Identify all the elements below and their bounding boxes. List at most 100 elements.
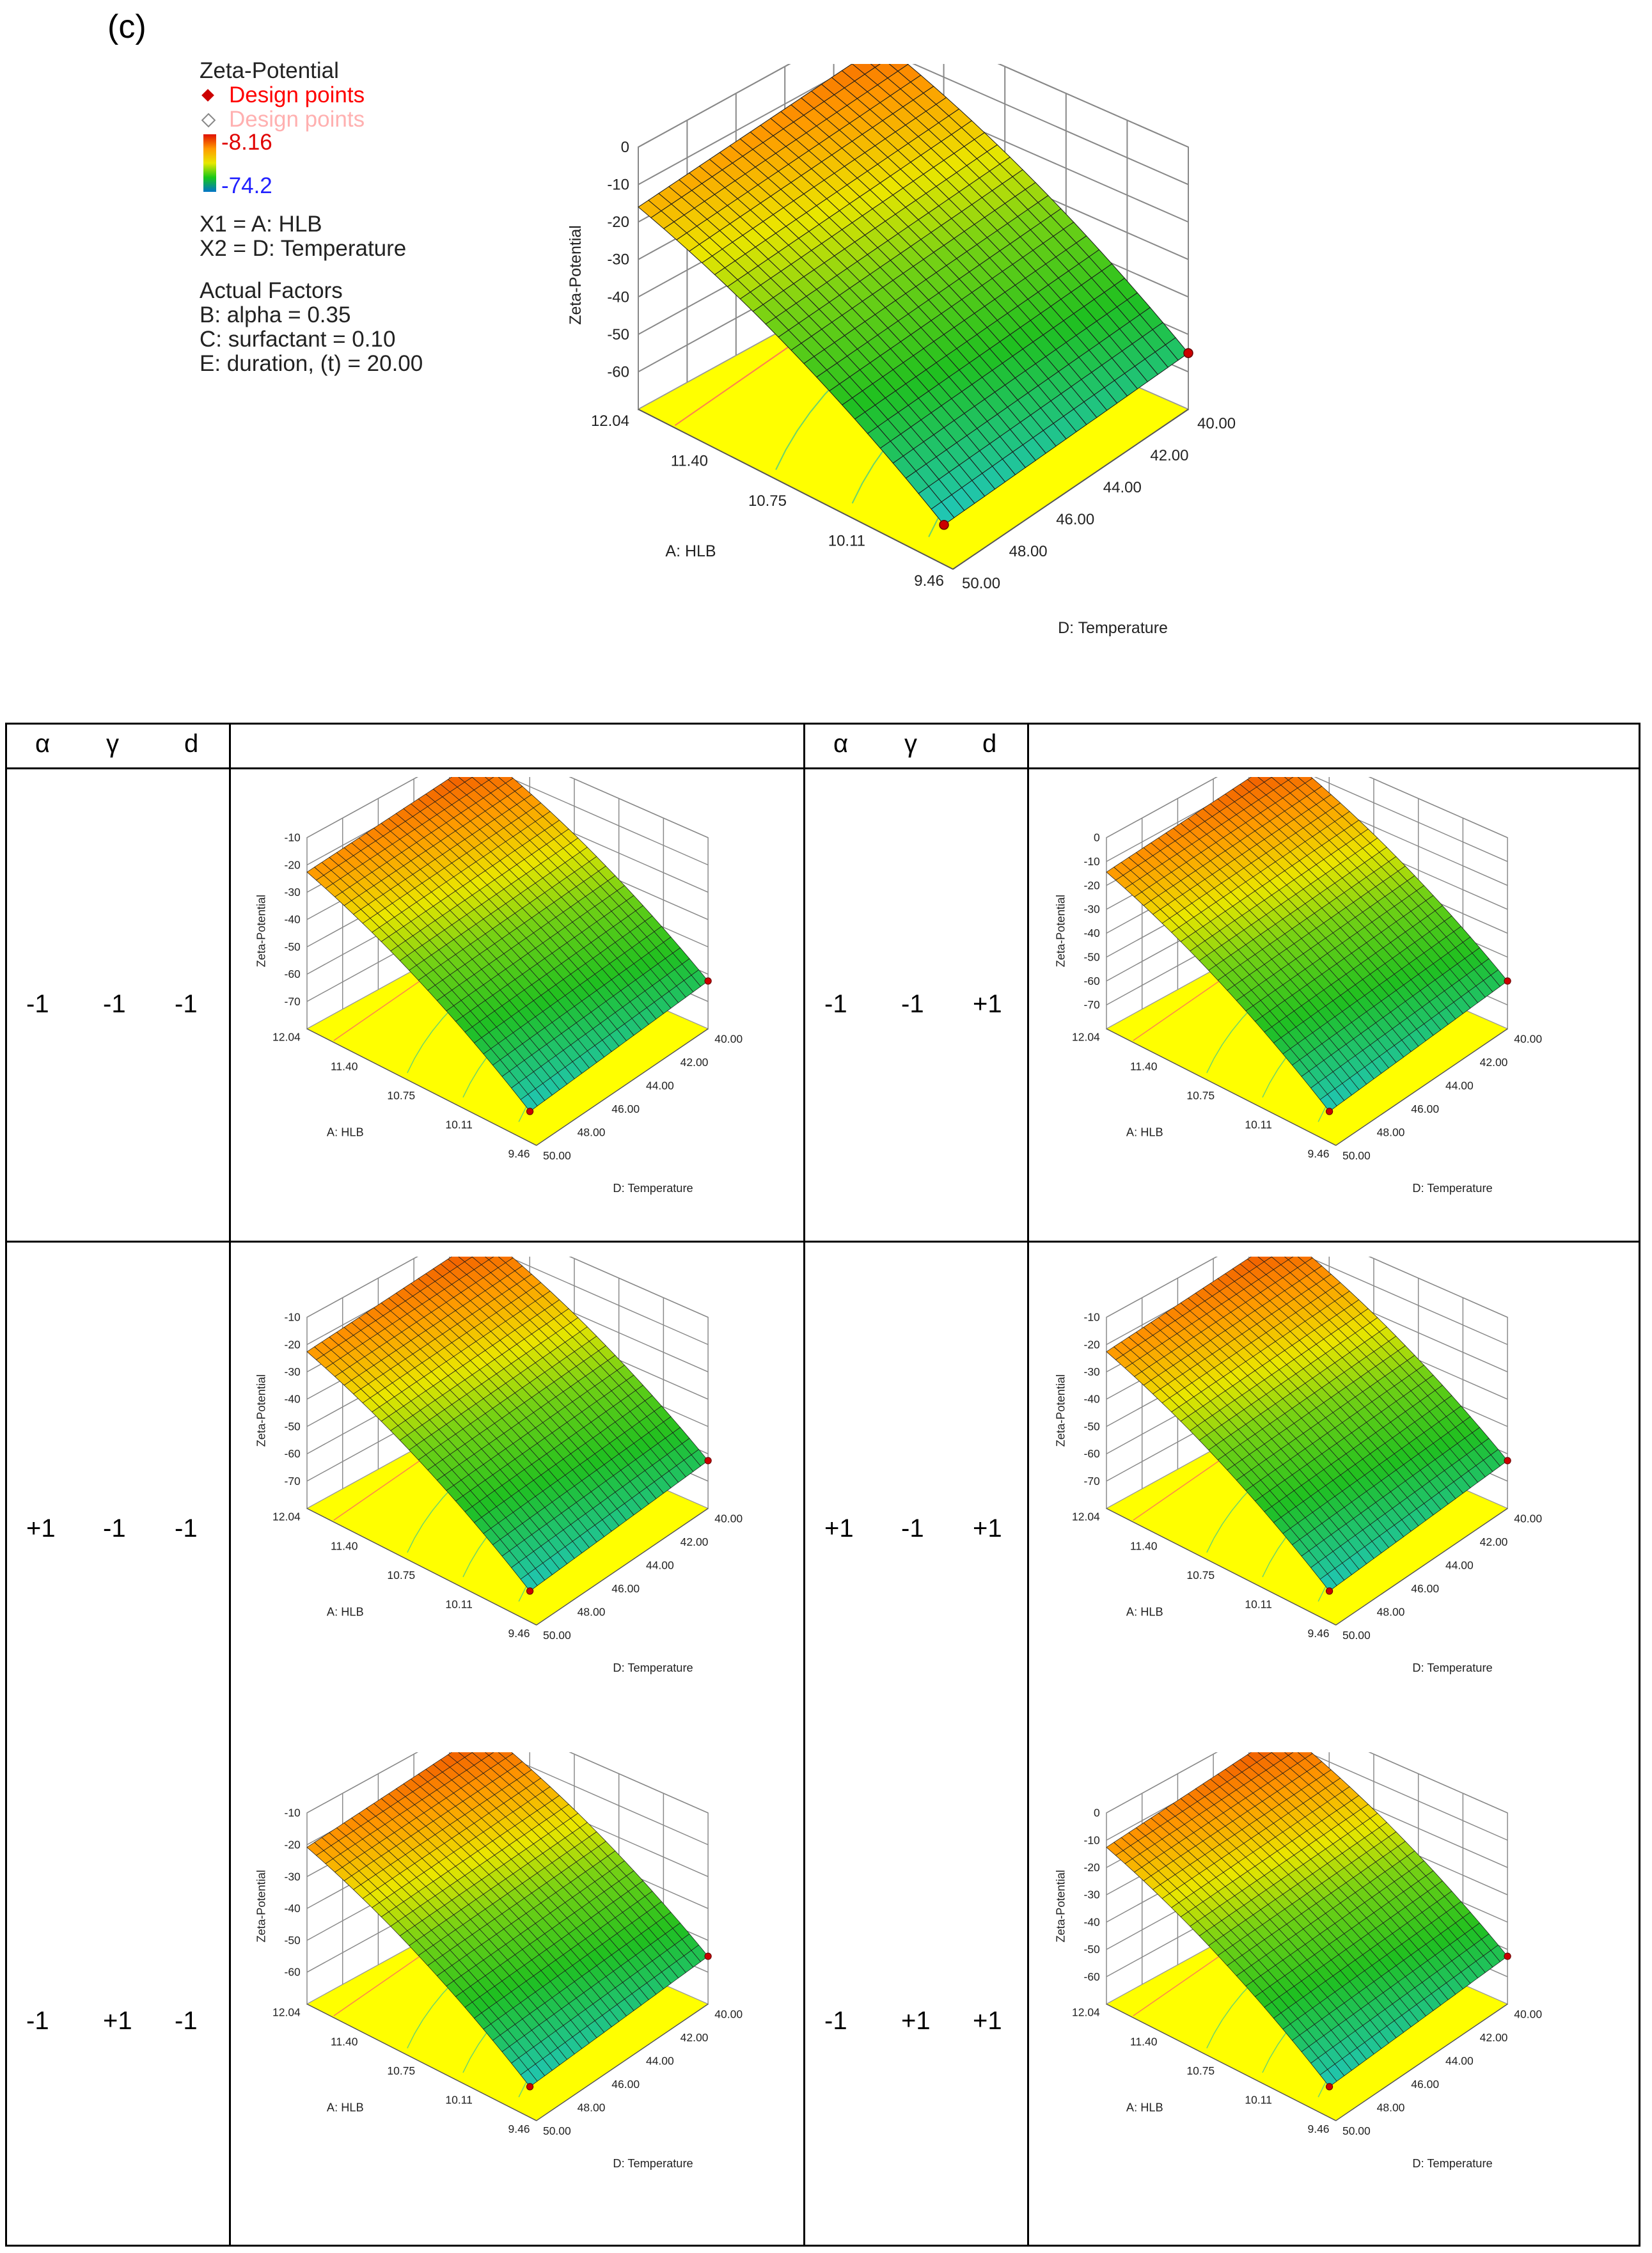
surface-plot-row3-right: 0 -10 -20 -30 -40 -50 -60 12.04 11.40 10.75 10.11 9…	[1054, 1752, 1542, 2170]
legend-design-points: Design points	[229, 82, 365, 107]
row1-right-gamma: -1	[901, 990, 924, 1018]
legend-factor-c: C: surfactant = 0.10	[200, 327, 396, 352]
z-tick-label: -60	[284, 968, 301, 980]
y-tick-label: 42.00	[1150, 447, 1188, 464]
legend-design-points-below: Design points	[229, 107, 365, 132]
z-tick-label: -30	[284, 1870, 301, 1883]
y-axis-title: D: Temperature	[613, 2157, 693, 2170]
header-left-plot	[229, 723, 805, 769]
z-tick-label: 0	[621, 139, 629, 156]
z-tick-label: -20	[1083, 1338, 1100, 1351]
z-tick-label: -20	[607, 214, 629, 231]
row1-right-factors: -1 -1 +1	[803, 767, 1029, 1243]
y-tick-label: 50.00	[1342, 2124, 1371, 2137]
z-axis-title: Zeta-Potential	[567, 225, 585, 325]
z-tick-label: -40	[1083, 1915, 1100, 1928]
wall-gridline	[1106, 777, 1508, 838]
y-tick-label: 44.00	[646, 1559, 674, 1572]
y-tick-label: 40.00	[1197, 415, 1236, 432]
surface-plot-row2-left: -10 -20 -30 -40 -50 -60 -70 12.04 11.40 10.75 10.1…	[255, 1257, 743, 1674]
surface-plot-row1-right: 0 -10 -20 -30 -40 -50 -60 -70 12.04 11.40 10.75 10.…	[1054, 777, 1542, 1195]
design-point-marker	[1325, 1108, 1333, 1115]
floor-edge	[536, 1028, 709, 1146]
z-tick-label: -50	[1083, 1420, 1100, 1433]
surface-plot-row3-left: -10 -20 -30 -40 -50 -60 12.04 11.40 10.75 10.11 9.…	[255, 1752, 743, 2170]
floor-edge	[1106, 1028, 1337, 1146]
z-axis-title: Zeta-Potential	[255, 1374, 267, 1447]
z-tick-label: -70	[284, 1475, 301, 1488]
y-tick-label: 48.00	[1377, 1605, 1405, 1618]
x-tick-label: 12.04	[1072, 1511, 1100, 1523]
y-tick-label: 48.00	[578, 2101, 606, 2114]
x-tick-label: 10.11	[828, 533, 865, 550]
x-tick-label: 11.40	[1130, 1539, 1158, 1552]
row1-right-d: +1	[973, 990, 1002, 1018]
x-axis-title: A: HLB	[327, 1126, 364, 1138]
header-gamma: γ	[106, 730, 119, 758]
wall-gridline	[306, 777, 709, 866]
z-tick-label: -70	[284, 995, 301, 1008]
y-axis-title: D: Temperature	[1058, 619, 1168, 637]
z-tick-label: -40	[284, 1393, 301, 1406]
wall-gridline	[1106, 1752, 1508, 1814]
design-point-marker	[526, 1108, 534, 1115]
x-tick-label: 11.40	[1130, 2035, 1158, 2048]
wall-gridline	[1106, 1257, 1508, 1346]
z-tick-label: -10	[1083, 1833, 1100, 1846]
x-tick-label: 10.11	[445, 2093, 473, 2106]
row2-right-gamma: -1	[901, 1514, 924, 1543]
x-tick-label: 10.11	[1245, 1118, 1272, 1131]
z-tick-label: -40	[607, 288, 629, 306]
z-tick-label: -50	[284, 1420, 301, 1433]
y-tick-label: 42.00	[680, 1056, 709, 1069]
z-axis-title: Zeta-Potential	[255, 895, 267, 967]
row2-left-alpha: +1	[26, 1514, 56, 1543]
legend-high-value: -8.16	[221, 130, 272, 155]
row2-right-d: +1	[973, 1514, 1002, 1543]
y-tick-label: 40.00	[1514, 1033, 1542, 1046]
legend-factor-b: B: alpha = 0.35	[200, 302, 351, 327]
z-tick-label: -30	[284, 1365, 301, 1378]
x-tick-label: 9.46	[914, 572, 944, 590]
z-axis-title: Zeta-Potential	[1054, 1870, 1067, 1942]
y-tick-label: 44.00	[1445, 1079, 1474, 1092]
x-tick-label: 10.11	[1245, 2093, 1272, 2106]
y-tick-label: 40.00	[714, 1033, 743, 1046]
response-surface	[306, 1257, 709, 1592]
design-point-below-marker-icon	[201, 113, 216, 128]
surface-plot-row1-left: -10 -20 -30 -40 -50 -60 -70 12.04 11.40 10.75 10.1…	[255, 777, 743, 1195]
design-point-marker	[704, 977, 712, 985]
z-tick-label: 0	[1094, 831, 1100, 844]
x-tick-label: 9.46	[508, 1147, 530, 1160]
y-tick-label: 40.00	[714, 1512, 743, 1525]
header-gamma-right: γ	[904, 730, 917, 758]
response-surface	[306, 1752, 709, 2087]
x-tick-label: 12.04	[272, 2006, 301, 2019]
wall-gridline	[306, 1257, 709, 1346]
header-d-right: d	[982, 730, 997, 758]
z-tick-label: -30	[607, 251, 629, 269]
response-surface	[638, 64, 1189, 526]
surface-plot-row2-right: -10 -20 -30 -40 -50 -60 -70 12.04 11.40 10.75 10.1…	[1054, 1257, 1542, 1674]
floor-edge	[1106, 2004, 1337, 2121]
x-tick-label: 12.04	[591, 412, 629, 430]
response-surface	[1106, 1257, 1508, 1592]
x-axis-title: A: HLB	[665, 542, 716, 560]
panel-label: (c)	[107, 8, 146, 45]
x-axis-title: A: HLB	[1126, 1126, 1163, 1138]
z-tick-label: -60	[1083, 1447, 1100, 1460]
x-tick-label: 12.04	[1072, 2006, 1100, 2019]
y-tick-label: 50.00	[543, 1149, 571, 1162]
z-tick-label: -60	[1083, 975, 1100, 987]
header-right-plot	[1027, 723, 1640, 769]
row1-left-gamma: -1	[103, 990, 126, 1018]
legend-title: Zeta-Potential	[200, 58, 339, 83]
y-tick-label: 46.00	[1411, 1582, 1439, 1595]
y-tick-label: 46.00	[611, 2078, 640, 2091]
x-tick-label: 11.40	[331, 2035, 358, 2048]
x-tick-label: 10.75	[1186, 1089, 1215, 1102]
main-surface-plot: 0 -10 -20 -30 -40 -50 -60 12.04 11.40 10.75 10.11 9…	[567, 64, 1236, 637]
x-tick-label: 12.04	[272, 1511, 301, 1523]
z-tick-label: 0	[1094, 1807, 1100, 1819]
header-alpha-right: α	[833, 730, 849, 758]
